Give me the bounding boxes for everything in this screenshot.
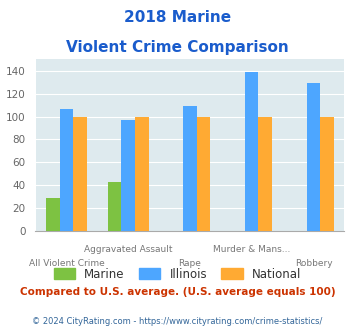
Text: Violent Crime Comparison: Violent Crime Comparison [66,40,289,54]
Bar [183,106,197,231]
Bar [60,109,73,231]
Bar [135,116,148,231]
Text: 2018 Marine: 2018 Marine [124,10,231,25]
Text: © 2024 CityRating.com - https://www.cityrating.com/crime-statistics/: © 2024 CityRating.com - https://www.city… [32,317,323,326]
Bar [121,120,135,231]
Text: Aggravated Assault: Aggravated Assault [84,245,173,254]
Bar [108,182,121,231]
Text: Murder & Mans...: Murder & Mans... [213,245,290,254]
Bar [258,116,272,231]
Legend: Marine, Illinois, National: Marine, Illinois, National [48,262,307,286]
Bar [320,116,334,231]
Bar [245,72,258,231]
Text: Compared to U.S. average. (U.S. average equals 100): Compared to U.S. average. (U.S. average … [20,287,335,297]
Text: Rape: Rape [179,259,201,268]
Bar [197,116,210,231]
Text: All Violent Crime: All Violent Crime [28,259,104,268]
Text: Robbery: Robbery [295,259,332,268]
Bar [46,198,60,231]
Bar [307,83,320,231]
Bar [73,116,87,231]
